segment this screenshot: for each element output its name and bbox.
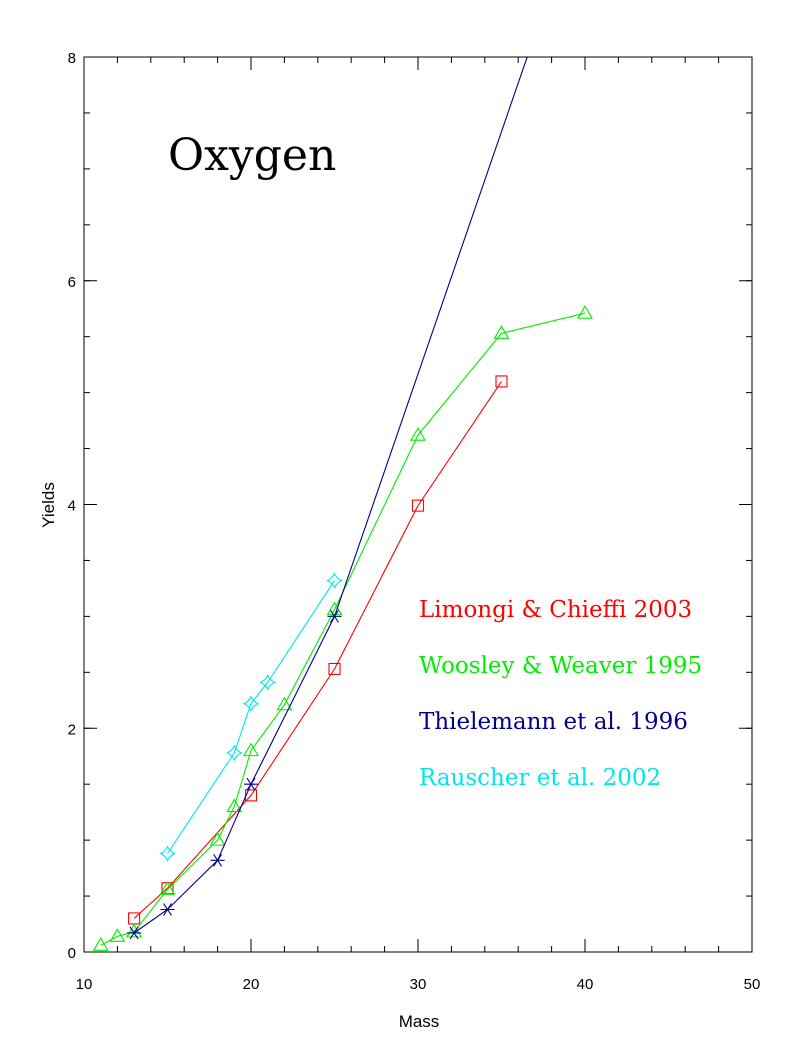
triangle-marker bbox=[159, 881, 176, 895]
x-tick-label: 40 bbox=[577, 976, 594, 993]
square-marker bbox=[495, 375, 508, 388]
star-marker bbox=[326, 572, 343, 589]
triangle-marker bbox=[92, 937, 109, 951]
star-marker bbox=[242, 695, 260, 712]
asterisk-marker bbox=[327, 610, 342, 623]
triangle-marker bbox=[410, 427, 426, 441]
x-tick-label: 30 bbox=[410, 976, 427, 993]
legend: Limongi & Chieffi 2003 Woosley & Weaver 1… bbox=[419, 597, 702, 791]
legend-entry: Woosley & Weaver 1995 bbox=[419, 653, 702, 679]
triangle-marker bbox=[493, 325, 510, 339]
x-tick-label: 20 bbox=[243, 976, 260, 993]
y-axis-title: Yields bbox=[39, 482, 58, 528]
triangle-marker bbox=[326, 601, 343, 616]
x-tick-label: 50 bbox=[744, 976, 761, 993]
asterisk-marker bbox=[244, 777, 258, 791]
series-group bbox=[127, 57, 528, 940]
plot-frame bbox=[83, 56, 753, 953]
y-tick-label: 0 bbox=[68, 945, 76, 962]
legend-entry: Limongi & Chieffi 2003 bbox=[419, 597, 692, 623]
asterisk-marker bbox=[127, 926, 142, 940]
asterisk-marker bbox=[210, 853, 225, 867]
square-marker bbox=[411, 499, 425, 512]
x-tick-label: 10 bbox=[76, 976, 93, 993]
series-line bbox=[100, 312, 586, 946]
y-tick-label: 2 bbox=[68, 721, 76, 738]
axis-ticks bbox=[83, 56, 753, 953]
legend-entry: Rauscher et al. 2002 bbox=[419, 765, 661, 791]
asterisk-marker bbox=[160, 903, 175, 916]
y-tick-label: 8 bbox=[68, 50, 76, 67]
triangle-marker bbox=[209, 832, 226, 846]
triangle-marker bbox=[276, 696, 293, 711]
data-series bbox=[92, 57, 593, 951]
triangle-marker bbox=[577, 305, 593, 319]
series-group bbox=[159, 572, 343, 862]
star-marker bbox=[159, 845, 176, 862]
triangle-marker bbox=[243, 742, 259, 757]
star-marker bbox=[225, 744, 243, 762]
legend-entry: Thielemann et al. 1996 bbox=[419, 709, 688, 735]
y-tick-label: 6 bbox=[68, 274, 76, 291]
series-line bbox=[133, 57, 528, 934]
series-line bbox=[167, 580, 335, 854]
triangle-marker bbox=[109, 928, 126, 942]
x-axis-title: Mass bbox=[399, 1012, 440, 1031]
triangle-marker bbox=[126, 923, 143, 938]
star-marker bbox=[259, 674, 277, 691]
series-group bbox=[92, 305, 593, 951]
tick-labels: 10 20 30 40 50 0 2 4 6 8 bbox=[68, 50, 761, 993]
square-marker bbox=[328, 662, 341, 676]
triangle-marker bbox=[226, 798, 243, 813]
chart-title: Oxygen bbox=[168, 130, 336, 181]
y-tick-label: 4 bbox=[68, 498, 76, 515]
